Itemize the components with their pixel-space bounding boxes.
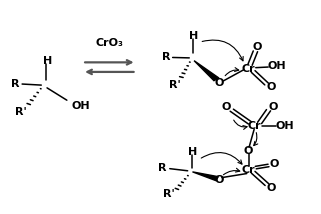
Text: H: H (188, 147, 197, 157)
Text: R': R' (169, 80, 181, 90)
Text: Cr: Cr (248, 121, 262, 131)
Text: O: O (244, 146, 253, 156)
Text: O: O (215, 175, 224, 185)
Text: R: R (11, 79, 19, 89)
Text: O: O (267, 82, 276, 92)
Text: O: O (267, 183, 276, 193)
Text: R: R (162, 52, 170, 62)
Text: R': R' (15, 107, 27, 117)
Text: H: H (189, 31, 199, 41)
Text: OH: OH (276, 121, 294, 131)
Text: R: R (159, 163, 167, 173)
Text: OH: OH (71, 101, 90, 111)
Text: O: O (270, 159, 279, 169)
Text: R': R' (163, 189, 175, 199)
Polygon shape (194, 61, 219, 81)
Text: Cr: Cr (242, 165, 255, 175)
Text: O: O (269, 102, 278, 111)
Text: OH: OH (268, 61, 286, 71)
Polygon shape (193, 172, 218, 181)
Text: O: O (253, 42, 262, 52)
Text: H: H (43, 56, 52, 66)
Text: CrO₃: CrO₃ (95, 38, 123, 48)
Text: O: O (215, 77, 224, 88)
Text: Cr: Cr (242, 64, 255, 74)
Text: O: O (222, 102, 231, 111)
